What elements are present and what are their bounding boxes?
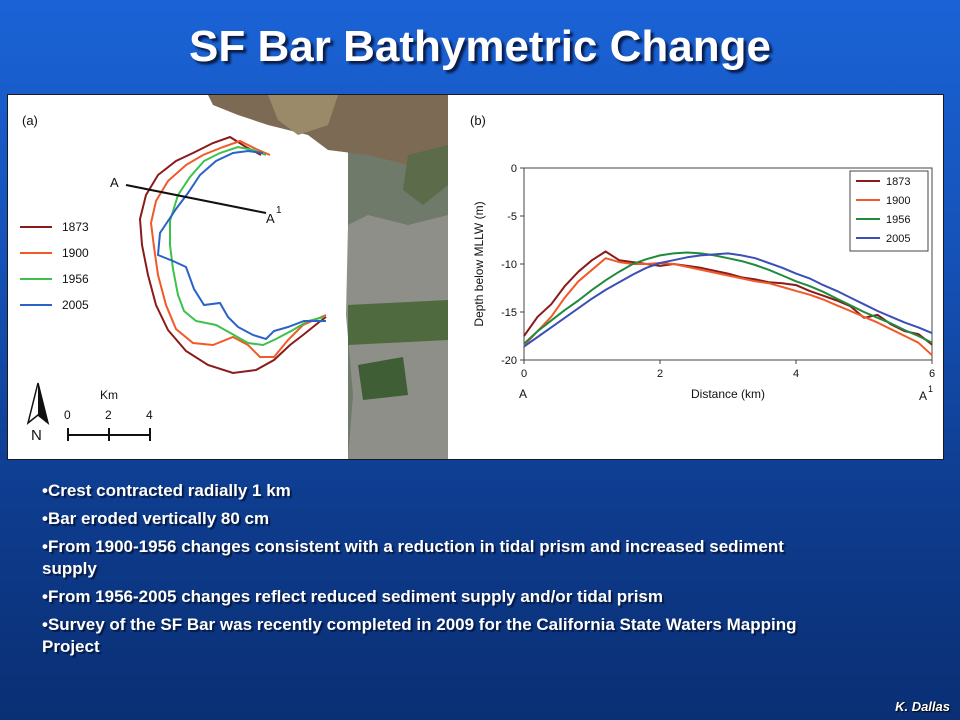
y-tick-label: -15 [501,307,517,319]
panel-b-label: (b) [470,113,486,128]
north-label: N [31,427,42,444]
x-start-label: A [519,387,527,401]
chart-legend-label-1956: 1956 [886,214,910,226]
map-legend-label-1956: 1956 [62,272,89,286]
bullet-list: •Crest contracted radially 1 km •Bar ero… [42,480,802,664]
series-line-1900 [523,257,933,356]
bullet-item: •From 1900-1956 changes consistent with … [42,537,784,578]
figure-svg: A A 1 (a) 1873 1900 1956 2005 N [20,95,943,459]
x-tick-label: 6 [929,368,935,380]
slide-title: SF Bar Bathymetric Change [189,22,771,71]
x-axis-label: Distance (km) [691,387,765,401]
figure-panel: A A 1 (a) 1873 1900 1956 2005 N [7,94,944,460]
lake-merced-area [358,357,408,400]
map-legend-label-1900: 1900 [62,246,89,260]
chart-legend-label-1900: 1900 [886,195,910,207]
transect-end-label: A [266,211,275,226]
x-end-label-sup: 1 [928,384,933,394]
series-line-1956 [523,251,933,345]
golden-gate-park [348,300,448,345]
bullet-item: •From 1956-2005 changes reflect reduced … [42,587,663,606]
bullet-item: •Crest contracted radially 1 km [42,481,291,500]
y-tick-label: -20 [501,355,517,367]
series-line-2005 [523,252,933,348]
y-tick-label: -10 [501,259,517,271]
contour-1900 [149,139,327,358]
x-tick-label: 2 [657,368,663,380]
author-credit: K. Dallas [895,699,950,714]
scale-tick-4: 4 [146,408,153,422]
panel-a-label: (a) [22,113,38,128]
bullet-item: •Bar eroded vertically 80 cm [42,509,270,528]
x-end-label: A [919,389,927,403]
scale-bar: Km 0 2 4 [64,388,153,441]
scale-tick-2: 2 [105,408,112,422]
y-tick-label: 0 [511,163,517,175]
transect-line [125,184,267,214]
scale-unit: Km [100,388,118,402]
chart-legend: 1873 1900 1956 2005 [849,170,929,252]
presidio-imagery [403,145,448,205]
y-axis-label: Depth below MLLW (m) [472,201,486,326]
y-tick-label: -5 [507,211,517,223]
contour-1956 [169,145,325,347]
x-tick-label: 4 [793,368,799,380]
contour-1873 [138,135,327,375]
map-legend-label-1873: 1873 [62,220,89,234]
scale-tick-0: 0 [64,408,71,422]
contour-2005 [156,149,326,341]
transect-start-label: A [110,175,119,190]
y-axis: 0 -5 -10 -15 -20 [501,163,524,367]
map-legend: 1873 1900 1956 2005 [20,220,89,312]
series-lines [523,250,933,356]
x-axis: 0 2 4 6 [521,360,935,380]
bullet-item: •Survey of the SF Bar was recently compl… [42,615,797,656]
map-legend-label-2005: 2005 [62,298,89,312]
x-tick-label: 0 [521,368,527,380]
chart-legend-label-1873: 1873 [886,176,910,188]
panel-a-map: A A 1 (a) 1873 1900 1956 2005 N [20,95,448,459]
marin-headlands-imagery [208,95,448,165]
chart-legend-label-2005: 2005 [886,233,910,245]
panel-b-chart: (b) 0 -5 -10 -15 -20 0 2 4 6 Depth below MLLW (… [448,95,943,459]
headlands-ridge [268,95,338,135]
transect-end-sup: 1 [276,205,282,216]
north-arrow-icon: N [26,382,50,444]
